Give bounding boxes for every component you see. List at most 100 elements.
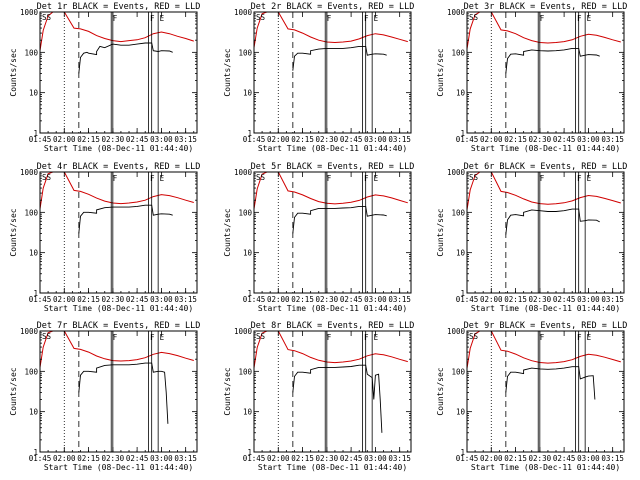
x-tick-label: 03:15 <box>388 135 411 144</box>
y-tick-label: 10 <box>456 249 466 258</box>
events-series-line <box>292 364 383 433</box>
marker-label: E <box>160 14 165 23</box>
events-series-line <box>78 204 173 234</box>
x-tick-label: 02:45 <box>553 295 576 304</box>
x-tick-label: 02:15 <box>504 295 527 304</box>
x-tick-label: 03:15 <box>388 295 411 304</box>
y-tick-label: 1000 <box>234 327 253 336</box>
x-tick-label: 02:00 <box>480 295 503 304</box>
x-tick-label: 02:00 <box>480 135 503 144</box>
y-tick-label: 100 <box>238 48 252 57</box>
x-tick-label: 03:00 <box>577 295 600 304</box>
panel-title: Det 9r BLACK = Events, RED = LLD <box>464 321 628 331</box>
x-tick-label: 02:15 <box>291 135 314 144</box>
x-tick-label: 02:15 <box>77 135 100 144</box>
x-tick-label: 03:15 <box>601 135 624 144</box>
x-tick-label: 03:15 <box>601 295 624 304</box>
corner-label: SS <box>256 332 266 341</box>
x-tick-label: 02:00 <box>53 295 76 304</box>
x-tick-label: 02:30 <box>102 295 125 304</box>
marker-label: F <box>577 333 582 342</box>
y-tick-label: 100 <box>238 367 252 376</box>
events-series-line <box>78 42 173 74</box>
corner-label: SS <box>469 173 479 182</box>
panel-title: Det 7r BLACK = Events, RED = LLD <box>37 321 201 331</box>
x-tick-label: 02:45 <box>553 135 576 144</box>
x-tick-label: 03:00 <box>150 454 173 463</box>
x-tick-label: 02:30 <box>529 295 552 304</box>
y-tick-label: 10 <box>29 249 39 258</box>
plot-frame <box>466 11 625 134</box>
corner-label: SS <box>42 13 52 22</box>
marker-label: F <box>150 174 155 183</box>
y-tick-label: 100 <box>238 208 252 217</box>
marker-label: E <box>587 14 592 23</box>
x-tick-label: 02:30 <box>316 454 339 463</box>
panel-title: Det 3r BLACK = Events, RED = LLD <box>464 2 628 12</box>
y-axis-label: Counts/sec <box>223 48 232 96</box>
y-tick-label: 10 <box>243 249 253 258</box>
corner-label: SS <box>42 332 52 341</box>
x-tick-label: 01:45 <box>456 295 479 304</box>
plot-frame <box>253 171 412 294</box>
x-tick-label: 02:00 <box>53 454 76 463</box>
corner-label: SS <box>256 13 266 22</box>
x-tick-label: 03:15 <box>601 454 624 463</box>
y-tick-label: 100 <box>24 208 38 217</box>
marker-label: F <box>327 333 332 342</box>
marker-label: E <box>374 174 379 183</box>
y-tick-label: 10 <box>456 408 466 417</box>
x-tick-label: 02:30 <box>529 454 552 463</box>
marker-label: F <box>327 174 332 183</box>
marker-label: F <box>364 14 369 23</box>
marker-label: F <box>540 174 545 183</box>
x-tick-label: 02:00 <box>480 454 503 463</box>
x-tick-label: 01:45 <box>243 135 266 144</box>
x-axis-label: Start Time (08-Dec-11 01:44:40) <box>44 463 193 472</box>
x-tick-label: 02:45 <box>553 454 576 463</box>
x-tick-label: 01:45 <box>29 135 52 144</box>
marker-label: E <box>374 333 379 342</box>
x-tick-label: 02:30 <box>102 454 125 463</box>
y-axis-label: Counts/sec <box>9 367 18 415</box>
x-tick-label: 03:00 <box>577 135 600 144</box>
marker-label: F <box>577 174 582 183</box>
y-tick-label: 1000 <box>20 168 39 177</box>
x-tick-label: 02:30 <box>102 135 125 144</box>
x-tick-label: 02:00 <box>53 135 76 144</box>
x-tick-label: 02:15 <box>291 295 314 304</box>
x-tick-label: 02:00 <box>267 295 290 304</box>
y-tick-label: 1000 <box>20 8 39 17</box>
marker-label: E <box>374 14 379 23</box>
marker-label: F <box>113 14 118 23</box>
panel-title: Det 4r BLACK = Events, RED = LLD <box>37 162 201 172</box>
x-tick-label: 01:45 <box>456 135 479 144</box>
marker-label: F <box>150 333 155 342</box>
y-tick-label: 10 <box>456 89 466 98</box>
y-tick-label: 1 <box>33 289 38 298</box>
x-tick-label: 02:30 <box>529 135 552 144</box>
x-tick-label: 01:45 <box>456 454 479 463</box>
x-tick-label: 03:00 <box>364 295 387 304</box>
y-tick-label: 1 <box>460 289 465 298</box>
x-tick-label: 02:15 <box>77 454 100 463</box>
marker-label: E <box>587 174 592 183</box>
panel-title: Det 8r BLACK = Events, RED = LLD <box>251 321 415 331</box>
y-tick-label: 1 <box>33 448 38 457</box>
x-axis-label: Start Time (08-Dec-11 01:44:40) <box>44 144 193 153</box>
x-tick-label: 03:00 <box>577 454 600 463</box>
y-axis-label: Counts/sec <box>436 367 445 415</box>
y-tick-label: 1000 <box>447 168 466 177</box>
y-axis-label: Counts/sec <box>436 208 445 256</box>
y-tick-label: 100 <box>451 48 465 57</box>
x-axis-label: Start Time (08-Dec-11 01:44:40) <box>471 463 620 472</box>
y-tick-label: 1 <box>247 448 252 457</box>
x-tick-label: 01:45 <box>29 454 52 463</box>
